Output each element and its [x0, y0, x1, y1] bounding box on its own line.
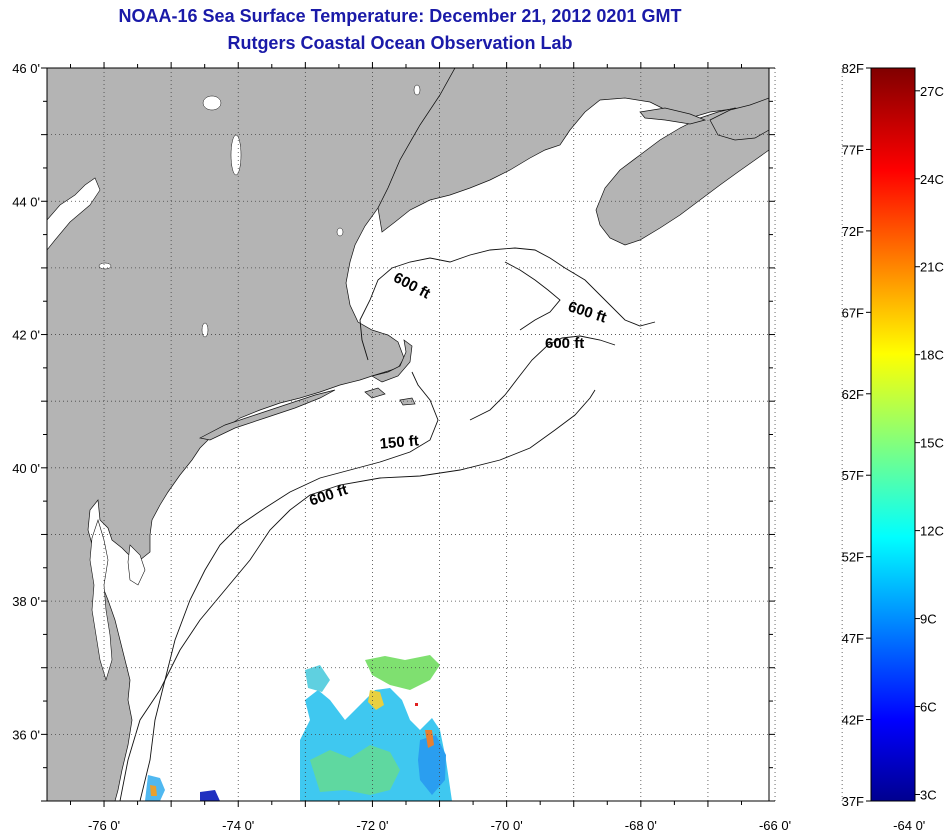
longitude-label: -64 0': [893, 818, 925, 833]
longitude-axis: -76 0' -74 0' -72 0' -70 0' -68 0' -66 0' -64 …: [88, 818, 925, 833]
longitude-label: -66 0': [759, 818, 791, 833]
longitude-label: -72 0': [356, 818, 388, 833]
contour-gulf-of-maine: [359, 247, 656, 361]
lake: [336, 227, 344, 237]
delaware-bay: [127, 544, 146, 586]
long-island: [198, 389, 336, 441]
colorbar-f-label: 52F: [842, 550, 864, 565]
latitude-label: 44 0': [12, 194, 40, 209]
colorbar-c-label: 12C: [920, 524, 944, 539]
colorbar-f-label: 67F: [842, 305, 864, 320]
cape-breton: [709, 97, 769, 141]
colorbar-c-label: 24C: [920, 172, 944, 187]
sst-patch: [418, 735, 446, 795]
cape-cod: [371, 339, 413, 383]
prince-edward-island: [639, 107, 707, 125]
colorbar-f-label: 72F: [842, 224, 864, 239]
nova-scotia: [595, 107, 769, 246]
colorbar-c-label: 9C: [920, 612, 937, 627]
latitude-axis: 46 0' 44 0' 42 0' 40 0' 38 0' 36 0': [12, 61, 40, 742]
sst-pixel: [415, 703, 418, 706]
sst-patch: [368, 690, 384, 710]
longitude-label: -74 0': [222, 818, 254, 833]
map-title: NOAA-16 Sea Surface Temperature: Decembe…: [118, 6, 682, 26]
colorbar-f-label: 77F: [842, 142, 864, 157]
colorbar-ticks: [866, 67, 920, 802]
longitude-label: -68 0': [625, 818, 657, 833]
colorbar-c-label: 27C: [920, 84, 944, 99]
colorbar-c-label: 18C: [920, 348, 944, 363]
sst-patch: [365, 655, 440, 690]
lake: [413, 84, 421, 96]
colorbar-c-label: 6C: [920, 700, 937, 715]
sst-patch: [150, 785, 157, 796]
depth-contours: [119, 247, 656, 801]
contour-northeast-channel: [504, 261, 561, 331]
contour-label: 150 ft: [379, 432, 420, 452]
latitude-label: 36 0': [12, 727, 40, 742]
sst-patch: [310, 745, 400, 795]
colorbar: [870, 67, 916, 802]
lake: [98, 262, 112, 270]
map-subtitle: Rutgers Coastal Ocean Observation Lab: [227, 33, 573, 53]
colorbar-f-label: 82F: [842, 61, 864, 76]
colorbar-c-label: 3C: [920, 787, 937, 802]
latitude-label: 42 0': [12, 328, 40, 343]
contour-label: 600 ft: [545, 335, 584, 352]
latitude-label: 46 0': [12, 61, 40, 76]
contour-line-150ft: [139, 371, 439, 801]
colorbar-f-label: 47F: [842, 631, 864, 646]
colorbar-f-label: 57F: [842, 468, 864, 483]
sst-patch: [305, 665, 330, 692]
sst-patch: [200, 790, 220, 801]
colorbar-fahrenheit-labels: 82F 77F 72F 67F 62F 57F 52F 47F 42F 37F: [842, 61, 864, 809]
lake: [201, 322, 209, 338]
latitude-label: 38 0': [12, 594, 40, 609]
contour-georges-bank: [469, 335, 616, 421]
longitude-label: -76 0': [88, 818, 120, 833]
colorbar-c-label: 21C: [920, 260, 944, 275]
marthas-vineyard: [364, 387, 386, 399]
contour-line-600ft-outer: [119, 389, 596, 801]
graticule: [47, 68, 910, 801]
longitude-label: -70 0': [491, 818, 523, 833]
lake: [230, 134, 242, 176]
canada-maritimes: [377, 68, 769, 233]
colorbar-celsius-labels: 27C 24C 21C 18C 15C 12C 9C 6C 3C: [920, 84, 944, 803]
axis-ticks: [41, 62, 775, 807]
lake: [202, 95, 222, 111]
chesapeake-bay: [89, 519, 113, 682]
latitude-label: 40 0': [12, 461, 40, 476]
us-mainland: [47, 68, 456, 801]
colorbar-f-label: 42F: [842, 713, 864, 728]
lake-ontario-edge: [47, 177, 101, 251]
colorbar-f-label: 62F: [842, 387, 864, 402]
colorbar-c-label: 15C: [920, 436, 944, 451]
sst-data-layer: [145, 655, 452, 801]
colorbar-f-label: 37F: [842, 794, 864, 809]
land-layer: [47, 68, 769, 801]
